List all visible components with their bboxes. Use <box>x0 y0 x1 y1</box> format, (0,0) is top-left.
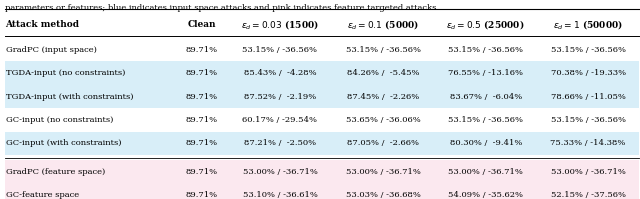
Text: 70.38% / -19.33%: 70.38% / -19.33% <box>550 69 626 77</box>
Text: TGDA-input (no constraints): TGDA-input (no constraints) <box>6 69 126 77</box>
Text: 53.15% / -36.56%: 53.15% / -36.56% <box>550 116 626 124</box>
Text: 53.00% / -36.71%: 53.00% / -36.71% <box>449 168 523 176</box>
Text: parameters or features; blue indicates input space attacks and pink indicates fe: parameters or features; blue indicates i… <box>5 4 439 12</box>
Text: 53.00% / -36.71%: 53.00% / -36.71% <box>551 168 625 176</box>
Text: 89.71%: 89.71% <box>186 139 218 147</box>
Text: 83.67% /  -6.04%: 83.67% / -6.04% <box>450 93 522 100</box>
Text: Clean: Clean <box>188 20 216 29</box>
Bar <box>5 38 639 61</box>
Text: $\epsilon_d = 0.5$ (25000): $\epsilon_d = 0.5$ (25000) <box>447 18 525 31</box>
Text: 53.15% / -36.56%: 53.15% / -36.56% <box>448 46 524 54</box>
Text: 53.10% / -36.61%: 53.10% / -36.61% <box>243 191 317 199</box>
Text: 53.00% / -36.71%: 53.00% / -36.71% <box>243 168 317 176</box>
Text: 89.71%: 89.71% <box>186 116 218 124</box>
Text: $\epsilon_d = 1$ (50000): $\epsilon_d = 1$ (50000) <box>553 18 623 31</box>
Text: 75.33% / -14.38%: 75.33% / -14.38% <box>550 139 626 147</box>
Text: 89.71%: 89.71% <box>186 69 218 77</box>
Bar <box>5 108 639 132</box>
Text: 78.66% / -11.05%: 78.66% / -11.05% <box>551 93 625 100</box>
Text: 87.52% /  -2.19%: 87.52% / -2.19% <box>244 93 316 100</box>
Text: 89.71%: 89.71% <box>186 168 218 176</box>
Text: 53.15% / -36.56%: 53.15% / -36.56% <box>243 46 317 54</box>
Bar <box>5 160 639 184</box>
Text: GradPC (feature space): GradPC (feature space) <box>6 168 106 176</box>
Text: 87.05% /  -2.66%: 87.05% / -2.66% <box>348 139 419 147</box>
Text: Attack method: Attack method <box>5 20 79 29</box>
Text: $\epsilon_d = 0.03$ (1500): $\epsilon_d = 0.03$ (1500) <box>241 18 319 31</box>
Text: 53.15% / -36.56%: 53.15% / -36.56% <box>550 46 626 54</box>
Text: 60.17% / -29.54%: 60.17% / -29.54% <box>243 116 317 124</box>
Text: GC-feature space: GC-feature space <box>6 191 79 199</box>
Text: 84.26% /  -5.45%: 84.26% / -5.45% <box>347 69 420 77</box>
Text: 52.15% / -37.56%: 52.15% / -37.56% <box>550 191 626 199</box>
Text: $\epsilon_d = 0.1$ (5000): $\epsilon_d = 0.1$ (5000) <box>348 18 419 31</box>
Bar <box>5 132 639 155</box>
Text: 76.55% / -13.16%: 76.55% / -13.16% <box>448 69 524 77</box>
Text: 87.21% /  -2.50%: 87.21% / -2.50% <box>244 139 316 147</box>
Text: 87.45% /  -2.26%: 87.45% / -2.26% <box>348 93 419 100</box>
Bar <box>5 85 639 108</box>
Text: GC-input (with constraints): GC-input (with constraints) <box>6 139 122 147</box>
Bar <box>5 61 639 85</box>
Text: GC-input (no constraints): GC-input (no constraints) <box>6 116 114 124</box>
Bar <box>5 184 639 199</box>
Text: TGDA-input (with constraints): TGDA-input (with constraints) <box>6 93 134 100</box>
Text: 89.71%: 89.71% <box>186 46 218 54</box>
Text: 85.43% /  -4.28%: 85.43% / -4.28% <box>244 69 316 77</box>
Text: 53.15% / -36.56%: 53.15% / -36.56% <box>448 116 524 124</box>
Text: 89.71%: 89.71% <box>186 191 218 199</box>
Text: 53.65% / -36.06%: 53.65% / -36.06% <box>346 116 420 124</box>
Text: 54.09% / -35.62%: 54.09% / -35.62% <box>448 191 524 199</box>
Text: GradPC (input space): GradPC (input space) <box>6 46 97 54</box>
Text: 53.15% / -36.56%: 53.15% / -36.56% <box>346 46 421 54</box>
Text: 89.71%: 89.71% <box>186 93 218 100</box>
Text: 80.30% /  -9.41%: 80.30% / -9.41% <box>449 139 522 147</box>
Text: 53.03% / -36.68%: 53.03% / -36.68% <box>346 191 420 199</box>
Text: 53.00% / -36.71%: 53.00% / -36.71% <box>346 168 420 176</box>
